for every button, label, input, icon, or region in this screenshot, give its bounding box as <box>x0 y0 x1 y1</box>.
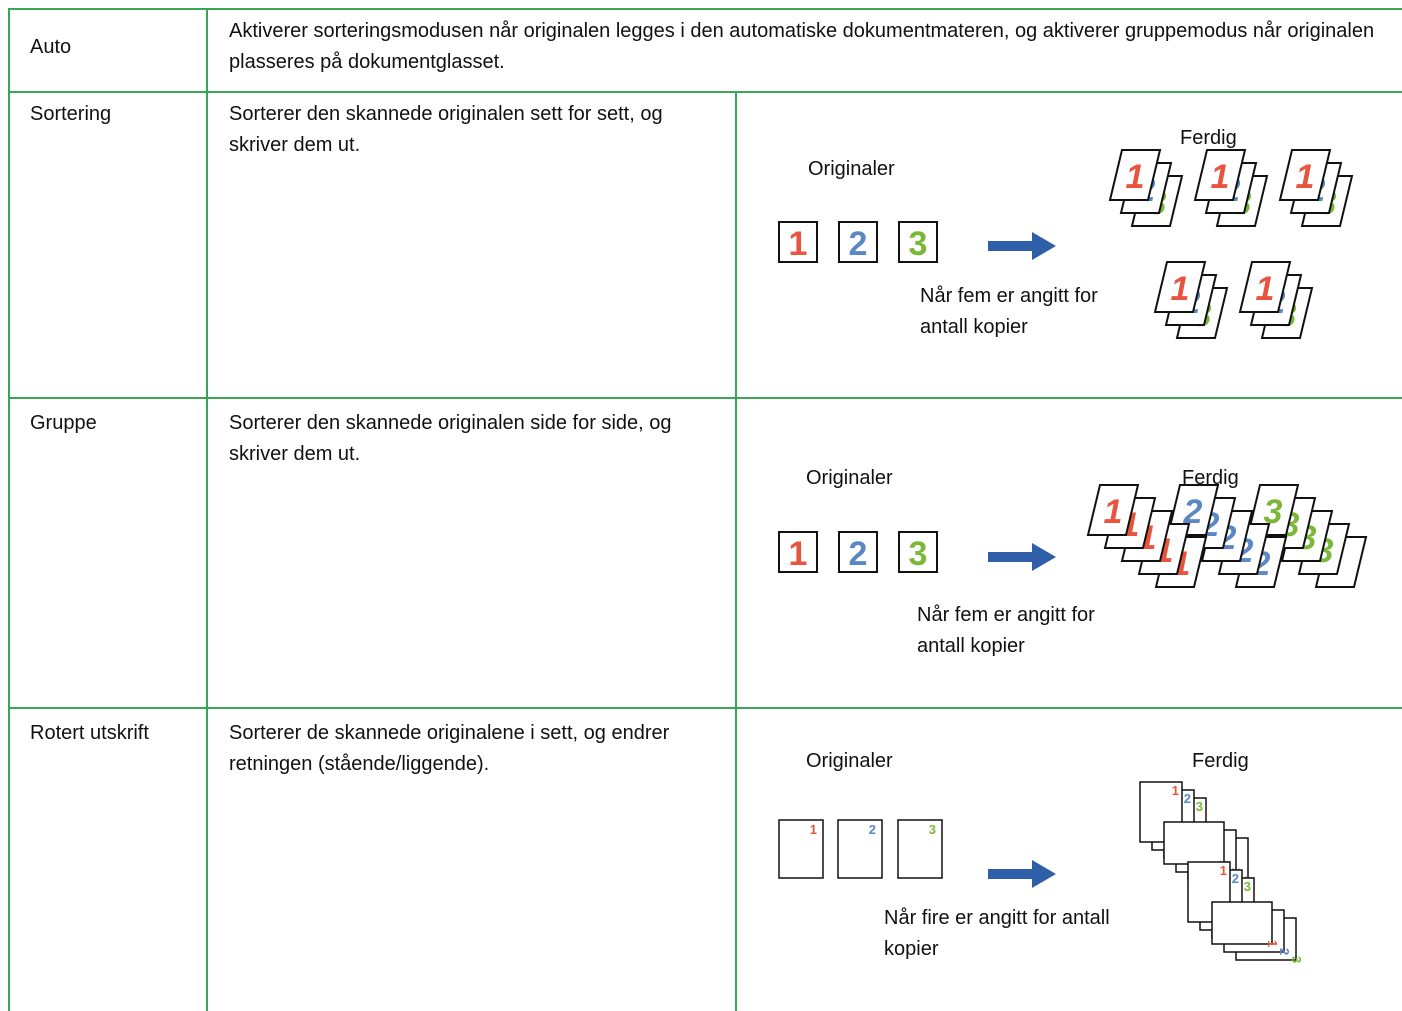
page-number: 1 <box>1126 158 1145 196</box>
illustration-label: Ferdig <box>1182 467 1239 489</box>
border <box>735 91 737 1011</box>
border <box>8 8 10 1011</box>
page-number: 3 <box>909 225 928 263</box>
page-number: 2 <box>1183 493 1203 531</box>
page <box>1153 261 1207 313</box>
border <box>206 8 208 1011</box>
page <box>1193 149 1247 201</box>
page <box>1187 861 1231 923</box>
page-number: 1 <box>1256 270 1275 308</box>
page-number: 2 <box>1277 948 1292 955</box>
border <box>8 707 1402 709</box>
page-number: 1 <box>810 822 817 837</box>
page-number: 1 <box>1265 940 1280 947</box>
page-number: 1 <box>1220 863 1227 878</box>
page <box>838 221 878 263</box>
illustration-label: Ferdig <box>1192 750 1249 772</box>
page <box>1163 821 1225 865</box>
mode: Auto <box>30 36 72 58</box>
page-number: 2 <box>849 225 868 263</box>
illustration-label: Originaler <box>806 467 893 489</box>
description: Aktiverer sorteringsmodusen når original… <box>229 20 1375 73</box>
page-number: 1 <box>1104 493 1123 531</box>
border <box>8 397 1402 399</box>
mode: Sortering <box>30 103 112 125</box>
page <box>1108 149 1162 201</box>
page-number: 1 <box>1172 783 1179 798</box>
arrow <box>1032 232 1056 260</box>
page <box>1139 781 1183 843</box>
page <box>898 531 938 573</box>
page <box>778 819 824 879</box>
page-number: 1 <box>1296 158 1315 196</box>
page-number: 2 <box>869 822 876 837</box>
page <box>1211 901 1273 945</box>
arrow <box>988 869 1034 879</box>
page-number: 3 <box>929 822 936 837</box>
illustration-label: Ferdig <box>1180 127 1237 149</box>
page <box>778 221 818 263</box>
page <box>897 819 943 879</box>
arrow <box>988 241 1034 251</box>
page-number: 2 <box>849 535 868 573</box>
page-number: 3 <box>909 535 928 573</box>
page-number: 2 <box>1184 791 1191 806</box>
page <box>838 531 878 573</box>
page-number: 3 <box>1196 799 1203 814</box>
page <box>1278 149 1332 201</box>
mode: Gruppe <box>30 412 97 434</box>
page <box>1086 484 1140 536</box>
border <box>8 91 1402 93</box>
border <box>8 8 1402 10</box>
page-number: 1 <box>1211 158 1230 196</box>
page <box>1246 484 1300 536</box>
page-number: 1 <box>789 225 808 263</box>
note: Når fem er angitt for antall kopier <box>920 285 1098 338</box>
page-number: 3 <box>1264 493 1283 531</box>
arrow <box>1032 543 1056 571</box>
page-number: 1 <box>789 535 808 573</box>
page <box>1166 484 1220 536</box>
page-number: 3 <box>1289 956 1304 963</box>
description: Sorterer den skannede originalen side fo… <box>229 412 672 465</box>
page-number: 3 <box>1244 879 1251 894</box>
description: Sorterer de skannede originalene i sett,… <box>229 722 670 775</box>
note: Når fire er angitt for antall kopier <box>884 907 1110 960</box>
page <box>898 221 938 263</box>
page <box>778 531 818 573</box>
arrow <box>988 552 1034 562</box>
page-number: 2 <box>1232 871 1239 886</box>
mode: Rotert utskrift <box>30 722 149 744</box>
note: Når fem er angitt for antall kopier <box>917 604 1095 657</box>
arrow <box>1032 860 1056 888</box>
description: Sorterer den skannede originalen sett fo… <box>229 103 663 156</box>
illustration-label: Originaler <box>808 158 895 180</box>
page <box>1238 261 1292 313</box>
page <box>837 819 883 879</box>
page-number: 1 <box>1171 270 1190 308</box>
illustration-label: Originaler <box>806 750 893 772</box>
